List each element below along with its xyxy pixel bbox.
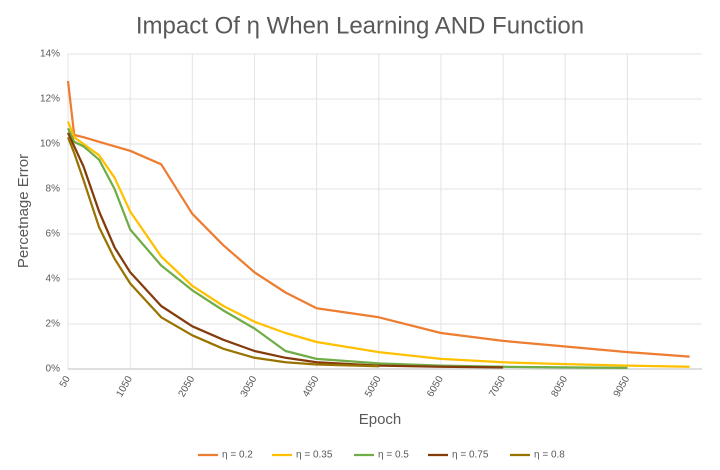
series-line [66,121,690,368]
x-tick-label: 1050 [114,374,135,399]
y-tick-label: 10% [40,139,60,150]
y-tick-label: 0% [46,364,61,375]
y-tick-label: 2% [46,319,61,330]
x-tick-label: 50 [58,374,73,390]
x-tick-label: 6050 [425,374,446,399]
x-tick-label: 2050 [177,374,198,399]
y-tick-label: 12% [40,94,60,105]
x-tick-label: 8050 [549,374,570,399]
series-line [66,80,690,358]
x-tick-label: 9050 [612,374,633,399]
y-tick-label: 14% [40,49,60,60]
x-tick-label: 3050 [239,374,260,399]
x-tick-label: 5050 [363,374,384,399]
legend-label: η = 0.75 [452,450,489,461]
legend-label: η = 0.2 [222,450,253,461]
y-axis-label: Percetnage Error [15,154,32,268]
series-line [66,136,379,368]
chart-title: Impact Of η When Learning AND Function [136,12,584,39]
x-tick-label: 4050 [301,374,322,399]
legend-label: η = 0.8 [534,450,565,461]
x-tick-label: 7050 [487,374,508,399]
y-tick-label: 8% [46,184,61,195]
series-line [66,132,504,369]
y-tick-label: 6% [46,229,61,240]
series-line [66,127,628,370]
x-axis-label: Epoch [359,411,402,428]
y-tick-label: 4% [46,274,61,285]
legend-label: η = 0.5 [378,450,409,461]
legend-label: η = 0.35 [296,450,333,461]
